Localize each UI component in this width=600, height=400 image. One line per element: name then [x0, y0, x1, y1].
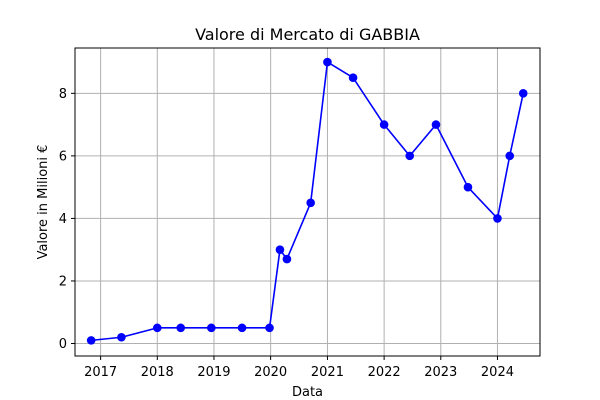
- data-point: [275, 245, 285, 254]
- data-point: [323, 57, 332, 67]
- data-point: [117, 332, 126, 342]
- x-tick-label: 2017: [84, 365, 117, 380]
- data-point: [176, 323, 186, 333]
- y-tick-label: 2: [59, 274, 67, 289]
- y-axis-label: Valore in Milioni €: [36, 145, 51, 260]
- data-point: [348, 73, 358, 83]
- x-tick-label: 2018: [141, 365, 174, 380]
- plot-frame: [74, 47, 541, 357]
- y-tick-label: 8: [59, 87, 67, 102]
- x-tick-label: 2020: [254, 365, 287, 380]
- data-point: [463, 182, 473, 192]
- y-tick-label: 6: [59, 149, 67, 164]
- data-point: [207, 323, 216, 333]
- data-point: [306, 198, 315, 208]
- data-point: [282, 254, 292, 264]
- data-point: [379, 120, 389, 129]
- x-gridlines: [100, 48, 498, 356]
- x-axis-label: Data: [292, 385, 323, 400]
- data-point: [493, 214, 502, 223]
- series-layer: [86, 57, 528, 345]
- data-point: [86, 336, 96, 345]
- data-point: [237, 323, 247, 333]
- y-gridlines: [75, 92, 540, 344]
- x-tick-label: 2024: [481, 365, 514, 380]
- data-point: [518, 89, 528, 98]
- chart-title: Valore di Mercato di GABBIA: [195, 25, 420, 44]
- data-point: [505, 151, 515, 161]
- data-point: [152, 323, 162, 333]
- x-tick-label: 2021: [311, 365, 344, 380]
- data-point: [431, 120, 441, 129]
- x-tick-label: 2023: [424, 365, 457, 380]
- data-point: [265, 323, 274, 333]
- x-ticks: 2017 2018 2019 2020 2021 2022 2023 2024: [84, 356, 514, 380]
- data-point: [405, 151, 415, 161]
- x-tick-label: 2019: [197, 365, 230, 380]
- y-tick-label: 0: [59, 337, 67, 352]
- y-ticks: 0 2 4 6 8: [59, 87, 75, 352]
- y-tick-label: 4: [59, 212, 67, 227]
- x-tick-label: 2022: [368, 365, 401, 380]
